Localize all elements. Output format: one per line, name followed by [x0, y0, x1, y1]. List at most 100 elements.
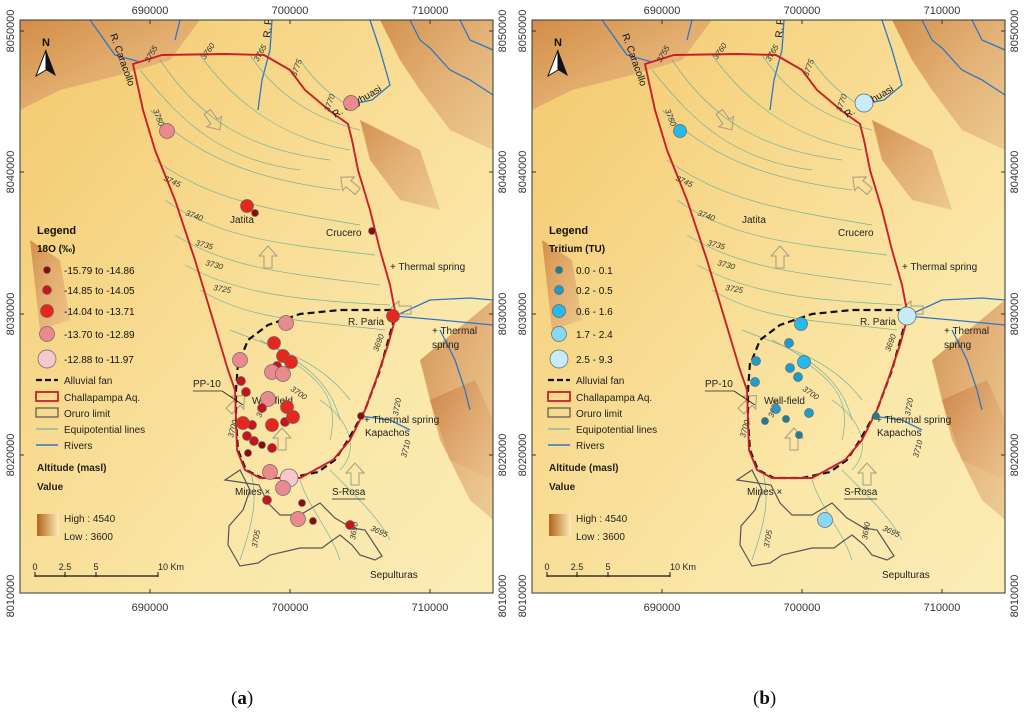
pp10-leader	[221, 390, 244, 406]
legend-class-label: 0.0 - 0.1	[576, 266, 613, 277]
river-line	[459, 20, 493, 51]
north-arrow-icon	[35, 49, 47, 78]
caption-a: (a)	[231, 688, 254, 709]
flow-arrow	[856, 462, 878, 486]
map-panel-b: 3755 3760 3765 3775 3770 3750 3745 3740 3735 3730…	[512, 0, 1024, 716]
river-line	[439, 329, 471, 411]
legend-low-label: Low : 3600	[576, 532, 625, 543]
place-label-s-rosa: S-Rosa	[332, 487, 366, 498]
place-label-sepulturas: Sepulturas	[882, 570, 930, 581]
legend-rivers-label: Rivers	[576, 441, 604, 452]
place-label-jatita: Jatita	[742, 215, 766, 226]
legend-class-symbol	[40, 304, 54, 318]
legend-class-label: -14.04 to -13.71	[64, 307, 135, 318]
x-tick-bottom: 690000	[132, 602, 169, 614]
scale-bar: 0 2.5 5 10 Km	[544, 562, 696, 577]
river-line	[174, 20, 181, 41]
legend-class-label: 0.2 - 0.5	[576, 286, 613, 297]
flow-arrow	[852, 176, 873, 196]
sample-point	[280, 400, 294, 414]
sample-point	[286, 410, 300, 424]
y-tick-left: 8010000	[517, 575, 529, 618]
map-frame	[19, 19, 494, 594]
place-label-thermal-2a: + Thermal	[432, 326, 477, 337]
map-a: 3755 3760 37653775377037503745374037353730…	[5, 5, 509, 618]
legend-aquifer-symbol	[547, 391, 571, 402]
flow-arrow	[737, 394, 758, 415]
equipotential-line	[676, 199, 888, 256]
sample-point	[251, 209, 259, 217]
pp10-leader	[733, 390, 756, 406]
place-label-thermal-spring-1: + Thermal spring	[902, 262, 977, 273]
river-line	[409, 20, 493, 96]
flow-arrow	[340, 176, 361, 196]
river-line	[921, 20, 1005, 96]
contour-label: 3720	[391, 397, 403, 417]
y-tick-left: 8010000	[5, 575, 17, 618]
scale-bar-label: 10 Km	[158, 562, 184, 572]
legend-variable-title: 18O (‰)	[37, 244, 75, 255]
sample-point	[673, 124, 687, 138]
place-label-pp10: PP-10	[193, 379, 221, 390]
place-label-pp10: PP-10	[705, 379, 733, 390]
equipotential-line	[771, 339, 853, 421]
sample-point	[386, 309, 400, 323]
legend-fan-label: Alluvial fan	[576, 376, 624, 387]
river-line	[871, 415, 923, 431]
legend-altitude-ramp	[549, 514, 571, 536]
equipotential-line	[741, 329, 863, 401]
sample-point	[275, 366, 291, 382]
sample-point	[242, 431, 252, 441]
legend-equipotential-label: Equipotential lines	[576, 425, 657, 436]
x-tick-bottom: 700000	[272, 602, 309, 614]
altitude-raster	[20, 20, 493, 593]
y-tick-right: 8010000	[1009, 575, 1021, 618]
sample-point	[284, 355, 298, 369]
place-label-kapachos: Kapachos	[365, 428, 409, 439]
y-tick-left: 8020000	[5, 434, 17, 477]
flow-arrow	[225, 394, 246, 415]
flow-arrow	[257, 245, 279, 269]
place-label-well-field: Well-field	[764, 396, 805, 407]
y-tick-left: 8030000	[5, 293, 17, 336]
legend-oruro-label: Oruro limit	[576, 409, 622, 420]
sample-point	[343, 95, 359, 111]
y-tick-right: 8030000	[497, 293, 509, 336]
sample-point	[309, 517, 317, 525]
river-line	[906, 315, 1005, 326]
sample-point	[872, 412, 880, 420]
relief-area	[892, 20, 1005, 150]
relief-area	[532, 20, 712, 110]
place-label-mines: Mines ×	[747, 487, 782, 498]
contour-label: 3690	[860, 521, 872, 541]
equipotential-line	[711, 289, 898, 331]
river-line	[863, 20, 903, 105]
legend-class-symbol	[554, 285, 564, 295]
sample-point	[275, 480, 291, 496]
place-label-jatita: Jatita	[230, 215, 254, 226]
y-tick-right: 8010000	[497, 575, 509, 618]
relief-area	[942, 380, 1005, 480]
y-tick-left: 8020000	[517, 434, 529, 477]
sample-point	[257, 403, 267, 413]
place-label-thermal-2b: spring	[432, 340, 459, 351]
scale-bar-label: 2.5	[571, 562, 584, 572]
sample-point	[159, 123, 175, 139]
river-label-paria: R. Paria	[860, 317, 897, 328]
legend-altitude-title: Altitude (masl)	[549, 463, 618, 474]
north-arrow-icon	[46, 50, 56, 76]
place-label-kapachos: Kapachos	[877, 428, 921, 439]
river-line	[951, 329, 983, 411]
place-label-thermal-2b: spring	[944, 340, 971, 351]
oruro-limit	[735, 469, 895, 567]
legend-class-symbol	[555, 266, 563, 274]
flow-arrow	[344, 462, 366, 486]
sample-point	[357, 412, 365, 420]
river-line	[351, 20, 391, 105]
equipotential-line	[184, 264, 391, 306]
north-label: N	[554, 37, 562, 49]
sample-point	[751, 356, 761, 366]
flow-arrow	[769, 245, 791, 269]
river-line	[359, 415, 411, 431]
equipotential-line	[671, 59, 843, 161]
